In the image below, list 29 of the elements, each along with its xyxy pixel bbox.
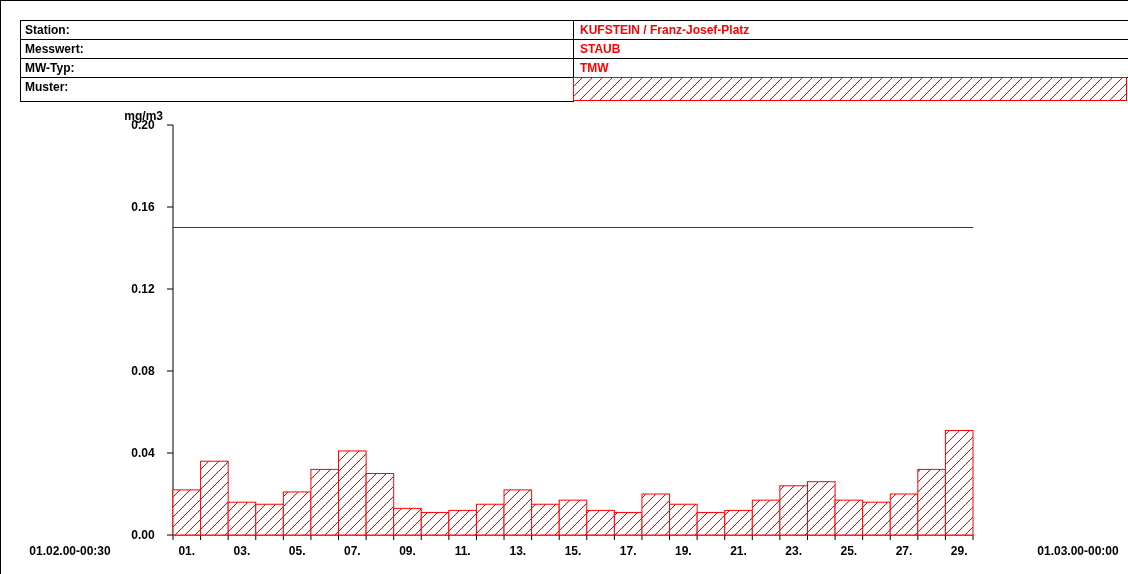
text: 01.02.00-00:30 [29, 544, 112, 558]
x-tick-label: 19. [675, 544, 692, 558]
x-tick-label: 13. [509, 544, 527, 558]
text: Station: [25, 23, 70, 37]
x-tick-label: 05. [288, 544, 306, 558]
y-tick-label: 0.04 [131, 446, 155, 460]
x-tick-label: 25. [840, 544, 858, 558]
x-tick-label: 27. [895, 544, 913, 558]
y-tick-label: 0.00 [131, 528, 155, 542]
text: KUFSTEIN / Franz-Josef-Platz [580, 23, 750, 37]
x-tick-label: 11. [454, 544, 471, 558]
text: Messwert: [25, 42, 84, 56]
y-tick-label: 0.08 [131, 364, 155, 378]
x-tick-label: 09. [399, 544, 416, 558]
text: MW-Typ: [25, 61, 75, 75]
text: Muster: [25, 80, 69, 94]
text: TMW [580, 61, 610, 75]
x-tick-label: 03. [233, 544, 251, 558]
x-tick-label: 23. [785, 544, 803, 558]
text: STAUB [580, 42, 621, 56]
text: 01.03.00-00:00 [1037, 544, 1120, 558]
x-tick-label: 29. [950, 544, 968, 558]
x-tick-label: 15. [564, 544, 582, 558]
y-tick-label: 0.12 [131, 282, 155, 296]
x-tick-label: 07. [343, 544, 361, 558]
y-tick-label: 0.16 [131, 200, 155, 214]
x-tick-label: 17. [619, 544, 637, 558]
x-tick-label: 01. [178, 544, 196, 558]
x-tick-label: 21. [730, 544, 747, 558]
